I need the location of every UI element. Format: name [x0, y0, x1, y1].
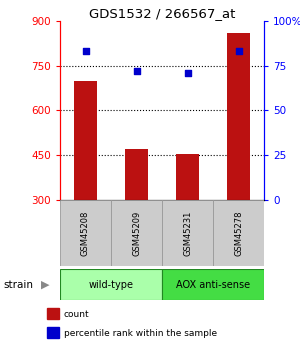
- Bar: [111, 200, 162, 266]
- Text: count: count: [64, 310, 89, 319]
- Text: ▶: ▶: [40, 280, 49, 289]
- Point: [236, 48, 241, 54]
- Bar: [74, 80, 97, 200]
- Text: AOX anti-sense: AOX anti-sense: [176, 280, 250, 289]
- Text: wild-type: wild-type: [88, 280, 134, 289]
- Text: percentile rank within the sample: percentile rank within the sample: [64, 329, 217, 338]
- Bar: [60, 269, 162, 300]
- Bar: [213, 200, 264, 266]
- Text: GSM45278: GSM45278: [234, 210, 243, 256]
- Point: [185, 70, 190, 76]
- Title: GDS1532 / 266567_at: GDS1532 / 266567_at: [89, 7, 235, 20]
- Text: strain: strain: [3, 280, 33, 289]
- Point: [134, 68, 139, 74]
- Point: [83, 48, 88, 54]
- Text: GSM45231: GSM45231: [183, 210, 192, 256]
- Bar: [162, 269, 264, 300]
- Bar: [162, 200, 213, 266]
- Bar: [227, 33, 250, 200]
- Bar: [125, 149, 148, 200]
- Bar: [176, 154, 199, 200]
- Bar: [47, 308, 59, 319]
- Text: GSM45208: GSM45208: [81, 210, 90, 256]
- Bar: [60, 200, 111, 266]
- Bar: [47, 327, 59, 338]
- Text: GSM45209: GSM45209: [132, 210, 141, 256]
